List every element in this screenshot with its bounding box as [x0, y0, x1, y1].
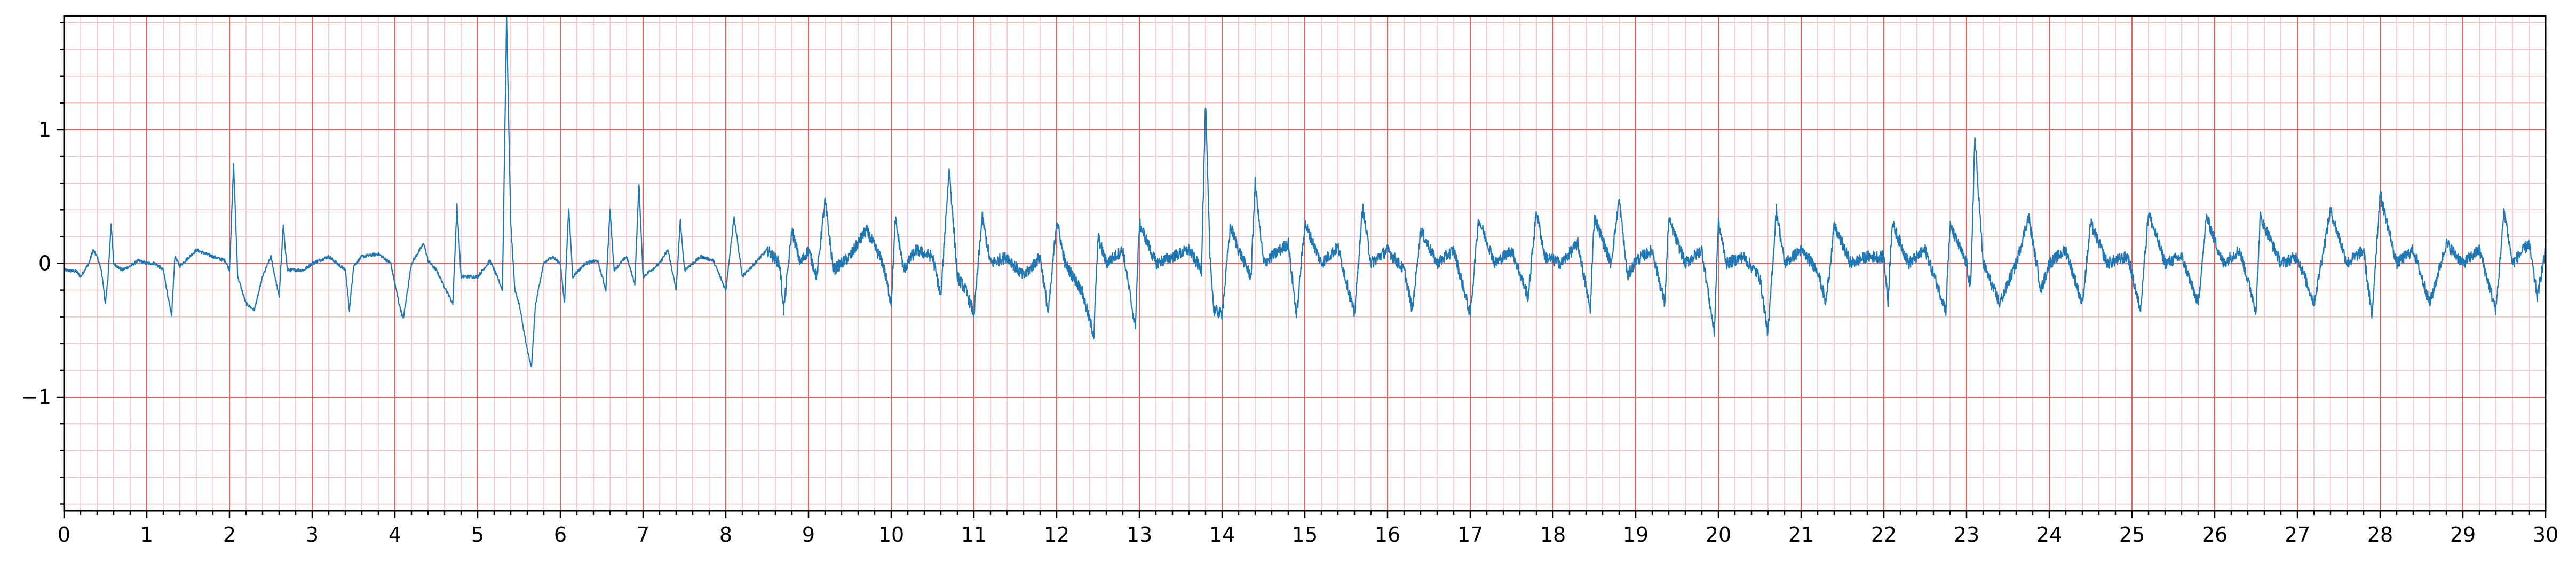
x-tick-label: 29: [2450, 523, 2476, 546]
x-tick-label: 24: [2036, 523, 2062, 546]
x-tick-label: 7: [637, 523, 649, 546]
x-tick-label: 1: [140, 523, 153, 546]
x-tick-label: 19: [1623, 523, 1648, 546]
x-tick-label: 16: [1375, 523, 1400, 546]
x-tick-label: 27: [2285, 523, 2310, 546]
x-tick-label: 10: [878, 523, 904, 546]
x-tick-label: 30: [2533, 523, 2558, 546]
x-tick-label: 26: [2202, 523, 2228, 546]
x-tick-label: 15: [1292, 523, 1318, 546]
x-tick-label: 8: [719, 523, 732, 546]
y-tick-label: −1: [21, 385, 51, 409]
x-tick-label: 11: [961, 523, 987, 546]
x-tick-label: 2: [223, 523, 236, 546]
x-tick-label: 4: [389, 523, 401, 546]
x-tick-label: 23: [1954, 523, 1979, 546]
x-tick-label: 14: [1209, 523, 1235, 546]
x-tick-label: 12: [1044, 523, 1069, 546]
x-tick-label: 22: [1871, 523, 1897, 546]
x-tick-label: 5: [471, 523, 484, 546]
y-tick-label: 1: [38, 118, 51, 141]
x-tick-label: 18: [1540, 523, 1566, 546]
x-tick-label: 0: [58, 523, 70, 546]
x-axis-ticks: 0 1 2 3 4 5 6 7 8 9 10 11 12 13 14 15 16 17 18 19 20 21 22 23 24…: [58, 511, 2558, 546]
x-tick-label: 6: [554, 523, 567, 546]
signal-layer: [63, 15, 2547, 368]
x-tick-label: 13: [1127, 523, 1152, 546]
y-tick-label: 0: [38, 252, 51, 275]
x-tick-label: 9: [802, 523, 815, 546]
x-tick-label: 21: [1788, 523, 1814, 546]
x-tick-label: 25: [2119, 523, 2145, 546]
signal-line: [63, 15, 2547, 368]
x-tick-label: 20: [1706, 523, 1731, 546]
x-tick-label: 3: [306, 523, 319, 546]
x-tick-label: 28: [2367, 523, 2393, 546]
y-axis-ticks: −1 0 1: [21, 22, 64, 505]
x-tick-label: 17: [1457, 523, 1483, 546]
